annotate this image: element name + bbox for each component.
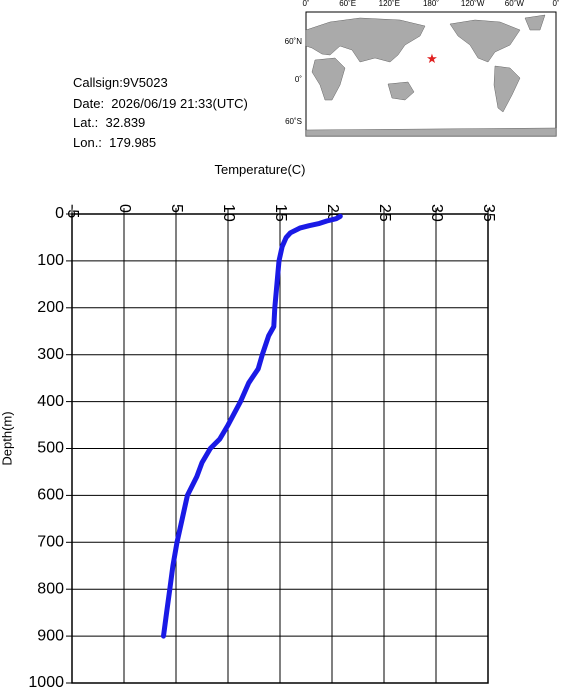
y-tick-label: 1000 bbox=[28, 674, 64, 690]
x-tick-label: 10 bbox=[220, 204, 237, 222]
world-map: ★ bbox=[305, 11, 557, 137]
longitude: Lon.: 179.985 bbox=[73, 135, 156, 150]
plot-frame bbox=[71, 213, 489, 684]
map-lon-label: 180˚ bbox=[423, 0, 439, 8]
y-tick-label: 700 bbox=[37, 534, 64, 551]
location-star: ★ bbox=[426, 51, 438, 66]
y-tick-label: 500 bbox=[37, 440, 64, 457]
map-lon-label: 0˚ bbox=[552, 0, 559, 8]
y-tick-label: 400 bbox=[37, 393, 64, 410]
info: Callsign:9V5023 Date: 2026/06/19 21:33(U… bbox=[73, 75, 248, 150]
x-tick-label: 25 bbox=[376, 204, 393, 222]
map-lon-label: 120˚E bbox=[379, 0, 400, 8]
map-lat-label: 60˚N bbox=[285, 37, 303, 46]
y-tick-label: 800 bbox=[37, 580, 64, 597]
x-tick-label: 35 bbox=[480, 204, 497, 222]
x-axis-label: Temperature(C) bbox=[214, 162, 305, 177]
y-axis-label: Depth(m) bbox=[0, 411, 14, 465]
y-tick-label: 900 bbox=[37, 627, 64, 644]
map-lat-label: 60˚S bbox=[285, 117, 302, 126]
y-tick-label: 200 bbox=[37, 299, 64, 316]
map-lat-label: 0˚ bbox=[295, 75, 302, 84]
x-tick-label: 0 bbox=[116, 204, 133, 213]
x-tick-label: 5 bbox=[168, 204, 185, 213]
land bbox=[305, 14, 557, 137]
map-lon-label: 60˚W bbox=[505, 0, 525, 8]
x-tick-label: 30 bbox=[428, 204, 445, 222]
y-tick-label: 300 bbox=[37, 346, 64, 363]
y-tick-label: 100 bbox=[37, 252, 64, 269]
x-tick-label: 15 bbox=[272, 204, 289, 222]
y-tick-label: 0 bbox=[55, 205, 64, 222]
map-lon-label: 0˚ bbox=[302, 0, 309, 8]
map-lon-label: 120˚W bbox=[461, 0, 485, 8]
profile-line bbox=[161, 213, 343, 639]
latitude: Lat.: 32.839 bbox=[73, 115, 145, 130]
map-lon-label: 60˚E bbox=[339, 0, 356, 8]
y-tick-label: 600 bbox=[37, 487, 64, 504]
callsign: Callsign:9V5023 bbox=[73, 75, 168, 90]
date: Date: 2026/06/19 21:33(UTC) bbox=[73, 96, 248, 111]
